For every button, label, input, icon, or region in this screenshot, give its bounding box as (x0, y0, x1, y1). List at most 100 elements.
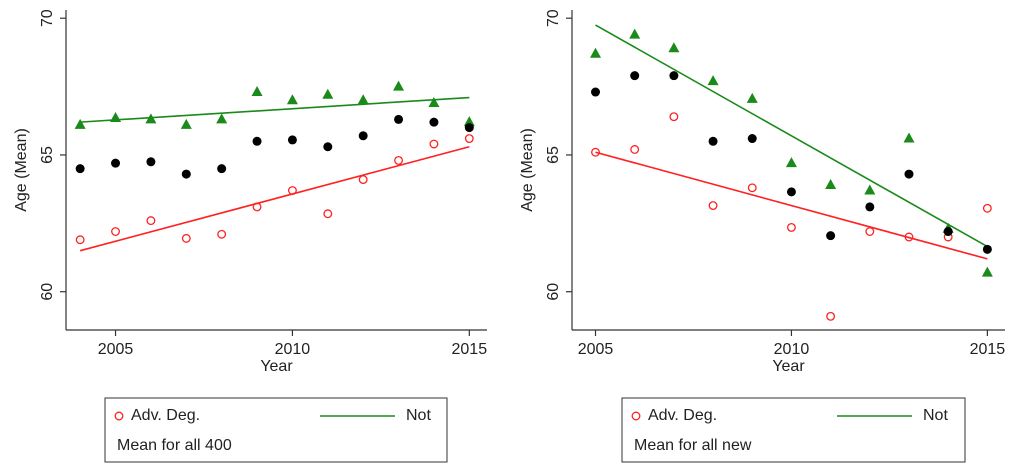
data-point (180, 118, 192, 129)
data-point (590, 47, 602, 58)
data-point (591, 87, 601, 97)
data-point (323, 209, 333, 219)
data-point (323, 142, 333, 152)
data-point (825, 179, 837, 190)
data-point (982, 244, 992, 254)
legend-label: Not (406, 407, 431, 424)
data-point (785, 157, 797, 168)
x-tick-label: 2010 (774, 341, 810, 358)
data-point (287, 135, 297, 145)
data-point (746, 92, 758, 103)
data-point (394, 155, 404, 165)
data-point (322, 88, 334, 99)
y-tick-label: 70 (545, 9, 562, 27)
data-point (786, 222, 796, 232)
fit-line (80, 96, 470, 123)
y-tick-label: 60 (545, 283, 562, 301)
y-axis-title: Age (Mean) (519, 128, 536, 212)
data-point (358, 131, 368, 141)
legend-marker (631, 411, 641, 421)
data-point (668, 42, 680, 53)
data-point (393, 80, 405, 91)
data-point (982, 203, 992, 213)
panel: 60 65 70 2005 2010 2015 Year Age (Mean) (13, 9, 487, 375)
x-axis-title: Year (260, 358, 293, 375)
x-tick-label: 2015 (452, 341, 488, 358)
y-tick-label: 65 (39, 146, 56, 164)
data-point (286, 94, 298, 105)
data-point (358, 175, 368, 185)
data-point (181, 169, 191, 179)
data-point (146, 216, 156, 226)
data-point (708, 136, 718, 146)
data-point (357, 94, 369, 105)
data-point (464, 123, 474, 133)
data-point (394, 114, 404, 124)
data-point (943, 227, 953, 237)
data-point (981, 266, 993, 277)
data-point (904, 169, 914, 179)
data-point (287, 186, 297, 195)
data-point (630, 71, 640, 81)
data-point (669, 71, 679, 81)
data-point (629, 28, 641, 39)
data-point (463, 116, 475, 127)
data-point (428, 96, 440, 107)
data-point (865, 202, 875, 212)
data-point (216, 113, 228, 124)
data-point (252, 202, 262, 212)
data-point (181, 233, 191, 243)
data-point (669, 112, 679, 122)
fit-line (79, 145, 470, 252)
data-point (464, 134, 474, 143)
legend-box (104, 397, 448, 463)
data-point (903, 132, 915, 143)
y-axis-title: Age (Mean) (13, 128, 30, 212)
panel: 60 65 70 2005 2010 2015 Year Age (Mean) (519, 9, 1005, 375)
data-point (904, 232, 914, 242)
legend-label: Mean for all new (634, 437, 752, 454)
data-point (145, 113, 157, 124)
data-point (786, 187, 796, 197)
data-point (707, 75, 719, 86)
legend: Adv. Deg. Not Mean for all new (621, 397, 966, 463)
legend-label: Adv. Deg. (648, 407, 717, 424)
data-point (747, 183, 757, 193)
data-point (429, 139, 439, 149)
y-tick-label: 60 (39, 283, 56, 301)
data-point (75, 235, 85, 245)
data-point (74, 118, 86, 129)
data-point (217, 164, 227, 174)
x-tick-label: 2005 (98, 341, 134, 358)
y-tick-label: 65 (545, 146, 562, 164)
data-point (747, 134, 757, 144)
data-point (251, 86, 263, 97)
legend-label: Not (923, 407, 948, 424)
data-point (75, 164, 85, 174)
legend: Adv. Deg. Not Mean for all 400 (104, 397, 448, 463)
legend-label: Mean for all 400 (117, 437, 232, 454)
data-point (111, 158, 121, 168)
fit-line (595, 24, 988, 248)
data-point (708, 201, 718, 211)
x-tick-label: 2010 (275, 341, 311, 358)
data-point (865, 227, 875, 236)
legend-label: Adv. Deg. (131, 407, 200, 424)
data-point (146, 157, 156, 167)
data-point (826, 231, 836, 241)
x-tick-label: 2005 (578, 341, 614, 358)
data-point (110, 112, 122, 123)
fit-line (595, 151, 988, 260)
data-point (217, 229, 227, 239)
legend-box (621, 397, 966, 463)
data-point (826, 311, 836, 321)
data-point (591, 147, 600, 157)
data-point (111, 227, 120, 236)
data-point (630, 145, 640, 154)
y-tick-label: 70 (39, 9, 56, 27)
x-tick-label: 2015 (970, 341, 1006, 358)
data-point (864, 184, 876, 195)
data-point (429, 117, 439, 127)
legend-marker (114, 411, 124, 421)
